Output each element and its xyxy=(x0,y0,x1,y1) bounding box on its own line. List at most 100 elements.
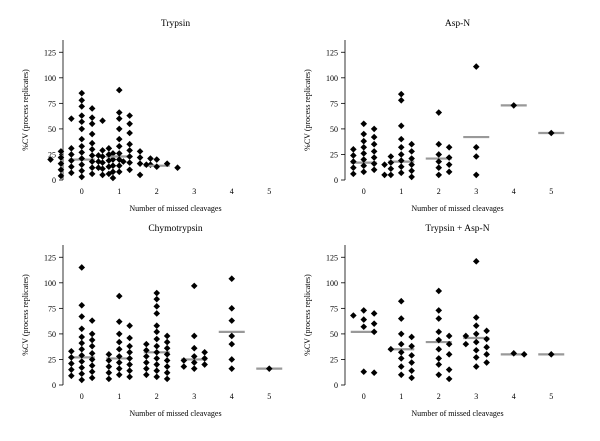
data-point xyxy=(78,370,86,378)
data-point xyxy=(143,371,150,379)
data-point xyxy=(126,361,133,368)
data-point xyxy=(153,367,161,374)
data-point xyxy=(397,90,405,98)
data-point xyxy=(360,120,368,128)
data-point xyxy=(360,156,368,163)
data-point xyxy=(360,130,368,138)
data-point xyxy=(445,168,453,176)
data-point xyxy=(360,137,368,145)
data-point xyxy=(115,156,123,163)
data-point xyxy=(190,359,198,366)
y-tick-label: 75 xyxy=(48,99,56,108)
data-point xyxy=(387,159,395,166)
data-point xyxy=(78,325,86,333)
data-point xyxy=(472,354,480,361)
data-point xyxy=(370,140,378,148)
panel-0: Trypsin 0 25 50 75 100 125 0 1 2 3 4 5 %CV (process r… xyxy=(21,19,271,213)
data-point xyxy=(153,310,161,317)
data-point xyxy=(99,153,106,160)
x-tick-label: 0 xyxy=(362,187,366,196)
data-point xyxy=(397,330,405,338)
y-tick-label: 125 xyxy=(44,253,56,262)
data-point xyxy=(472,363,480,370)
data-point xyxy=(472,338,480,346)
y-tick-label: 50 xyxy=(330,330,338,339)
data-point xyxy=(153,303,161,310)
data-point xyxy=(510,102,518,109)
data-point xyxy=(153,342,161,350)
data-point xyxy=(126,342,133,350)
data-point xyxy=(483,351,490,358)
data-point xyxy=(68,115,75,122)
data-point xyxy=(435,307,443,314)
data-point xyxy=(78,112,86,119)
data-point xyxy=(115,345,123,353)
data-point xyxy=(387,171,395,179)
data-point xyxy=(472,63,480,70)
y-tick-label: 100 xyxy=(326,279,338,288)
data-point xyxy=(435,171,443,179)
data-point xyxy=(472,314,480,321)
data-point xyxy=(78,89,86,97)
x-axis-label: Number of missed cleavages xyxy=(129,204,221,213)
data-point xyxy=(143,340,150,348)
data-point xyxy=(68,360,75,367)
data-point xyxy=(483,359,490,366)
data-point xyxy=(360,150,368,157)
data-point xyxy=(435,361,443,368)
x-tick-label: 2 xyxy=(437,392,441,401)
data-point xyxy=(105,363,113,370)
data-point xyxy=(435,355,443,362)
data-point xyxy=(472,258,480,265)
data-point xyxy=(115,86,123,94)
data-point xyxy=(397,96,405,104)
data-point xyxy=(136,160,144,167)
data-point xyxy=(397,122,405,130)
data-point xyxy=(370,160,378,167)
data-point xyxy=(88,139,96,147)
data-point xyxy=(408,161,415,168)
data-point xyxy=(68,151,75,158)
data-point xyxy=(68,347,75,355)
data-point xyxy=(126,334,133,342)
data-point xyxy=(435,371,443,379)
data-point xyxy=(370,125,378,133)
data-point xyxy=(483,343,490,351)
data-point xyxy=(126,112,133,119)
y-tick-label: 0 xyxy=(52,176,56,185)
data-point xyxy=(68,354,75,361)
y-axis-label: %CV (process replicates) xyxy=(303,69,312,151)
data-point xyxy=(126,147,133,154)
data-point xyxy=(78,376,86,384)
data-point xyxy=(370,320,378,327)
data-point xyxy=(57,148,65,155)
data-point xyxy=(88,130,96,138)
data-point xyxy=(95,152,102,159)
data-point xyxy=(462,340,470,348)
data-point xyxy=(228,317,236,324)
data-point xyxy=(78,118,86,126)
y-tick-label: 0 xyxy=(52,381,56,390)
x-tick-label: 5 xyxy=(549,392,553,401)
data-point xyxy=(408,374,415,382)
data-point xyxy=(115,125,123,133)
data-point xyxy=(95,164,102,172)
data-point xyxy=(163,160,171,167)
data-point xyxy=(105,151,113,158)
data-point xyxy=(136,148,144,155)
data-point xyxy=(57,154,65,161)
x-tick-label: 0 xyxy=(362,392,366,401)
data-point xyxy=(115,353,123,360)
data-point xyxy=(370,133,378,141)
data-point xyxy=(105,357,113,364)
panel-title: Chymotrypsin xyxy=(148,224,203,234)
data-point xyxy=(88,362,96,369)
data-point xyxy=(109,174,117,182)
data-point xyxy=(408,342,415,350)
data-point xyxy=(126,367,133,374)
data-point xyxy=(153,322,161,330)
data-point xyxy=(88,356,96,363)
data-point xyxy=(78,103,86,110)
data-point xyxy=(78,333,86,341)
data-point xyxy=(387,345,395,353)
